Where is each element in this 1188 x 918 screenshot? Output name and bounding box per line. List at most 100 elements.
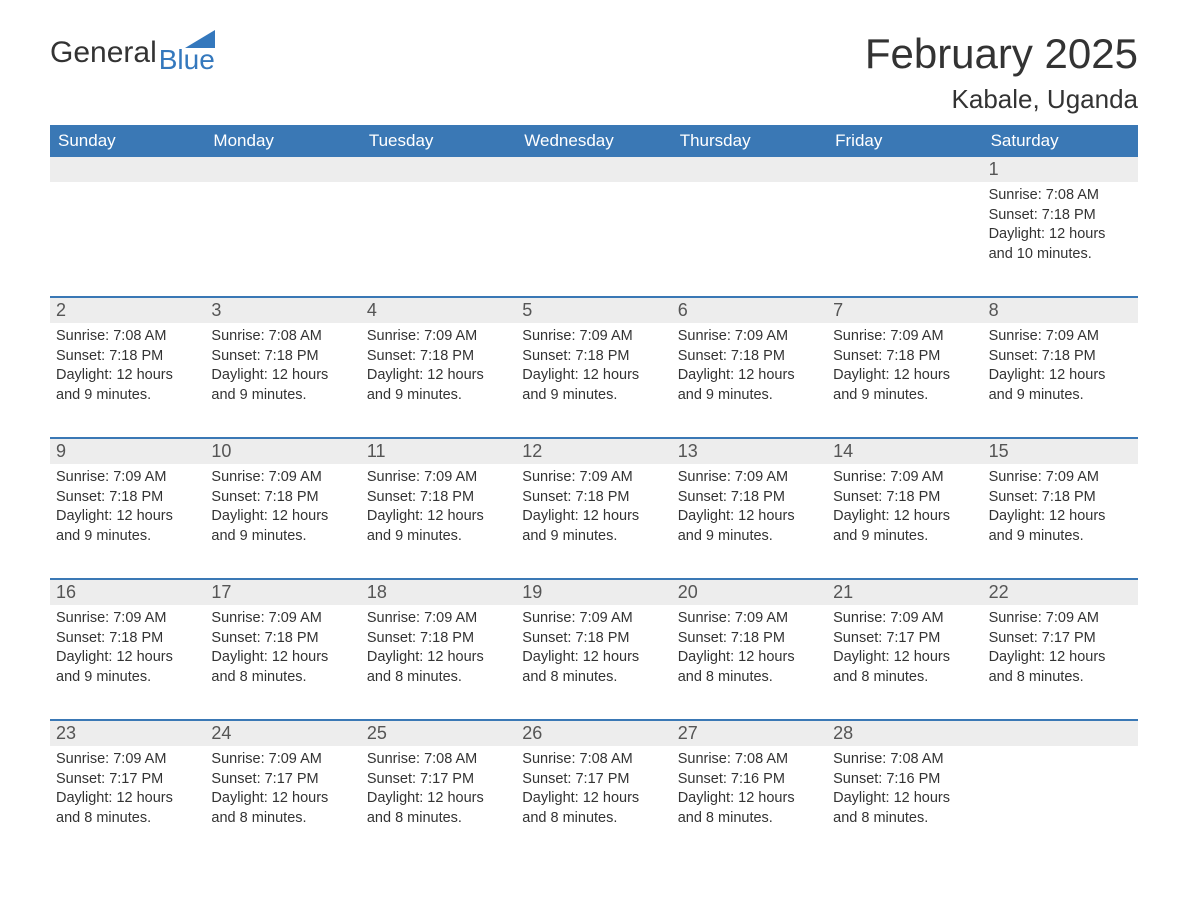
sunset-text: Sunset: 7:18 PM [56,488,199,508]
brand-blue-wrap: Blue [159,30,215,76]
sunrise-text: Sunrise: 7:09 AM [833,327,976,347]
day-number: 10 [205,439,360,464]
sunset-text: Sunset: 7:18 PM [211,629,354,649]
day-number-row: 2345678 [50,298,1138,323]
daylight-text: Daylight: 12 hours and 8 minutes. [522,648,665,687]
day-details: Sunrise: 7:09 AMSunset: 7:17 PMDaylight:… [205,746,360,854]
calendar: Sunday Monday Tuesday Wednesday Thursday… [50,125,1138,854]
day-number: 20 [672,580,827,605]
header-friday: Friday [827,125,982,157]
day-number: 7 [827,298,982,323]
day-details: Sunrise: 7:09 AMSunset: 7:18 PMDaylight:… [516,323,671,431]
day-number-row: 1 [50,157,1138,182]
day-number [672,157,827,182]
day-number: 8 [983,298,1138,323]
day-details: Sunrise: 7:08 AMSunset: 7:18 PMDaylight:… [50,323,205,431]
sunrise-text: Sunrise: 7:09 AM [56,468,199,488]
month-title: February 2025 [865,30,1138,78]
daylight-text: Daylight: 12 hours and 8 minutes. [678,789,821,828]
weeks-container: 1Sunrise: 7:08 AMSunset: 7:18 PMDaylight… [50,157,1138,854]
day-number: 6 [672,298,827,323]
sunset-text: Sunset: 7:16 PM [833,770,976,790]
sunrise-text: Sunrise: 7:09 AM [56,609,199,629]
sunrise-text: Sunrise: 7:09 AM [989,609,1132,629]
day-details: Sunrise: 7:08 AMSunset: 7:17 PMDaylight:… [361,746,516,854]
sunrise-text: Sunrise: 7:08 AM [678,750,821,770]
day-number: 21 [827,580,982,605]
day-number: 16 [50,580,205,605]
sunrise-text: Sunrise: 7:09 AM [522,327,665,347]
day-number: 19 [516,580,671,605]
day-details [827,182,982,290]
sunset-text: Sunset: 7:18 PM [833,488,976,508]
day-details [361,182,516,290]
day-details [516,182,671,290]
day-details: Sunrise: 7:09 AMSunset: 7:18 PMDaylight:… [827,464,982,572]
day-number: 24 [205,721,360,746]
sunrise-text: Sunrise: 7:09 AM [367,468,510,488]
sunrise-text: Sunrise: 7:08 AM [833,750,976,770]
day-details: Sunrise: 7:09 AMSunset: 7:18 PMDaylight:… [672,605,827,713]
day-details-row: Sunrise: 7:09 AMSunset: 7:17 PMDaylight:… [50,746,1138,854]
header-saturday: Saturday [983,125,1138,157]
sunset-text: Sunset: 7:18 PM [211,488,354,508]
day-number: 9 [50,439,205,464]
day-number-row: 232425262728 [50,721,1138,746]
sunset-text: Sunset: 7:18 PM [678,347,821,367]
day-number-row: 16171819202122 [50,580,1138,605]
day-number [50,157,205,182]
day-details: Sunrise: 7:09 AMSunset: 7:18 PMDaylight:… [205,464,360,572]
day-details: Sunrise: 7:09 AMSunset: 7:18 PMDaylight:… [205,605,360,713]
sunset-text: Sunset: 7:18 PM [367,488,510,508]
sunrise-text: Sunrise: 7:08 AM [522,750,665,770]
calendar-header-row: Sunday Monday Tuesday Wednesday Thursday… [50,125,1138,157]
daylight-text: Daylight: 12 hours and 9 minutes. [367,507,510,546]
header-wednesday: Wednesday [516,125,671,157]
sunrise-text: Sunrise: 7:09 AM [678,609,821,629]
sunset-text: Sunset: 7:16 PM [678,770,821,790]
sunset-text: Sunset: 7:17 PM [522,770,665,790]
day-number [361,157,516,182]
day-number: 3 [205,298,360,323]
day-details: Sunrise: 7:09 AMSunset: 7:18 PMDaylight:… [672,323,827,431]
sunrise-text: Sunrise: 7:09 AM [989,327,1132,347]
day-details-row: Sunrise: 7:09 AMSunset: 7:18 PMDaylight:… [50,464,1138,572]
day-details: Sunrise: 7:09 AMSunset: 7:18 PMDaylight:… [50,464,205,572]
day-number: 26 [516,721,671,746]
day-number: 23 [50,721,205,746]
daylight-text: Daylight: 12 hours and 8 minutes. [211,648,354,687]
sunset-text: Sunset: 7:18 PM [989,488,1132,508]
sunset-text: Sunset: 7:18 PM [522,347,665,367]
day-details: Sunrise: 7:09 AMSunset: 7:18 PMDaylight:… [827,323,982,431]
daylight-text: Daylight: 12 hours and 9 minutes. [678,366,821,405]
day-details: Sunrise: 7:08 AMSunset: 7:18 PMDaylight:… [983,182,1138,290]
sunset-text: Sunset: 7:17 PM [56,770,199,790]
sunset-text: Sunset: 7:18 PM [211,347,354,367]
header-sunday: Sunday [50,125,205,157]
daylight-text: Daylight: 12 hours and 9 minutes. [678,507,821,546]
day-details [672,182,827,290]
sunrise-text: Sunrise: 7:09 AM [367,609,510,629]
day-number [516,157,671,182]
day-details-row: Sunrise: 7:08 AMSunset: 7:18 PMDaylight:… [50,182,1138,290]
day-number: 18 [361,580,516,605]
sunrise-text: Sunrise: 7:09 AM [833,609,976,629]
day-details: Sunrise: 7:09 AMSunset: 7:18 PMDaylight:… [516,605,671,713]
sunset-text: Sunset: 7:18 PM [989,206,1132,226]
day-details-row: Sunrise: 7:09 AMSunset: 7:18 PMDaylight:… [50,605,1138,713]
sunrise-text: Sunrise: 7:08 AM [56,327,199,347]
day-details: Sunrise: 7:09 AMSunset: 7:18 PMDaylight:… [983,464,1138,572]
day-number: 22 [983,580,1138,605]
daylight-text: Daylight: 12 hours and 9 minutes. [833,507,976,546]
day-details: Sunrise: 7:08 AMSunset: 7:16 PMDaylight:… [672,746,827,854]
daylight-text: Daylight: 12 hours and 8 minutes. [211,789,354,828]
daylight-text: Daylight: 12 hours and 8 minutes. [833,789,976,828]
day-number: 4 [361,298,516,323]
daylight-text: Daylight: 12 hours and 9 minutes. [522,366,665,405]
sunrise-text: Sunrise: 7:08 AM [367,750,510,770]
daylight-text: Daylight: 12 hours and 9 minutes. [522,507,665,546]
sunset-text: Sunset: 7:17 PM [833,629,976,649]
day-details: Sunrise: 7:08 AMSunset: 7:17 PMDaylight:… [516,746,671,854]
day-details [50,182,205,290]
day-number: 25 [361,721,516,746]
